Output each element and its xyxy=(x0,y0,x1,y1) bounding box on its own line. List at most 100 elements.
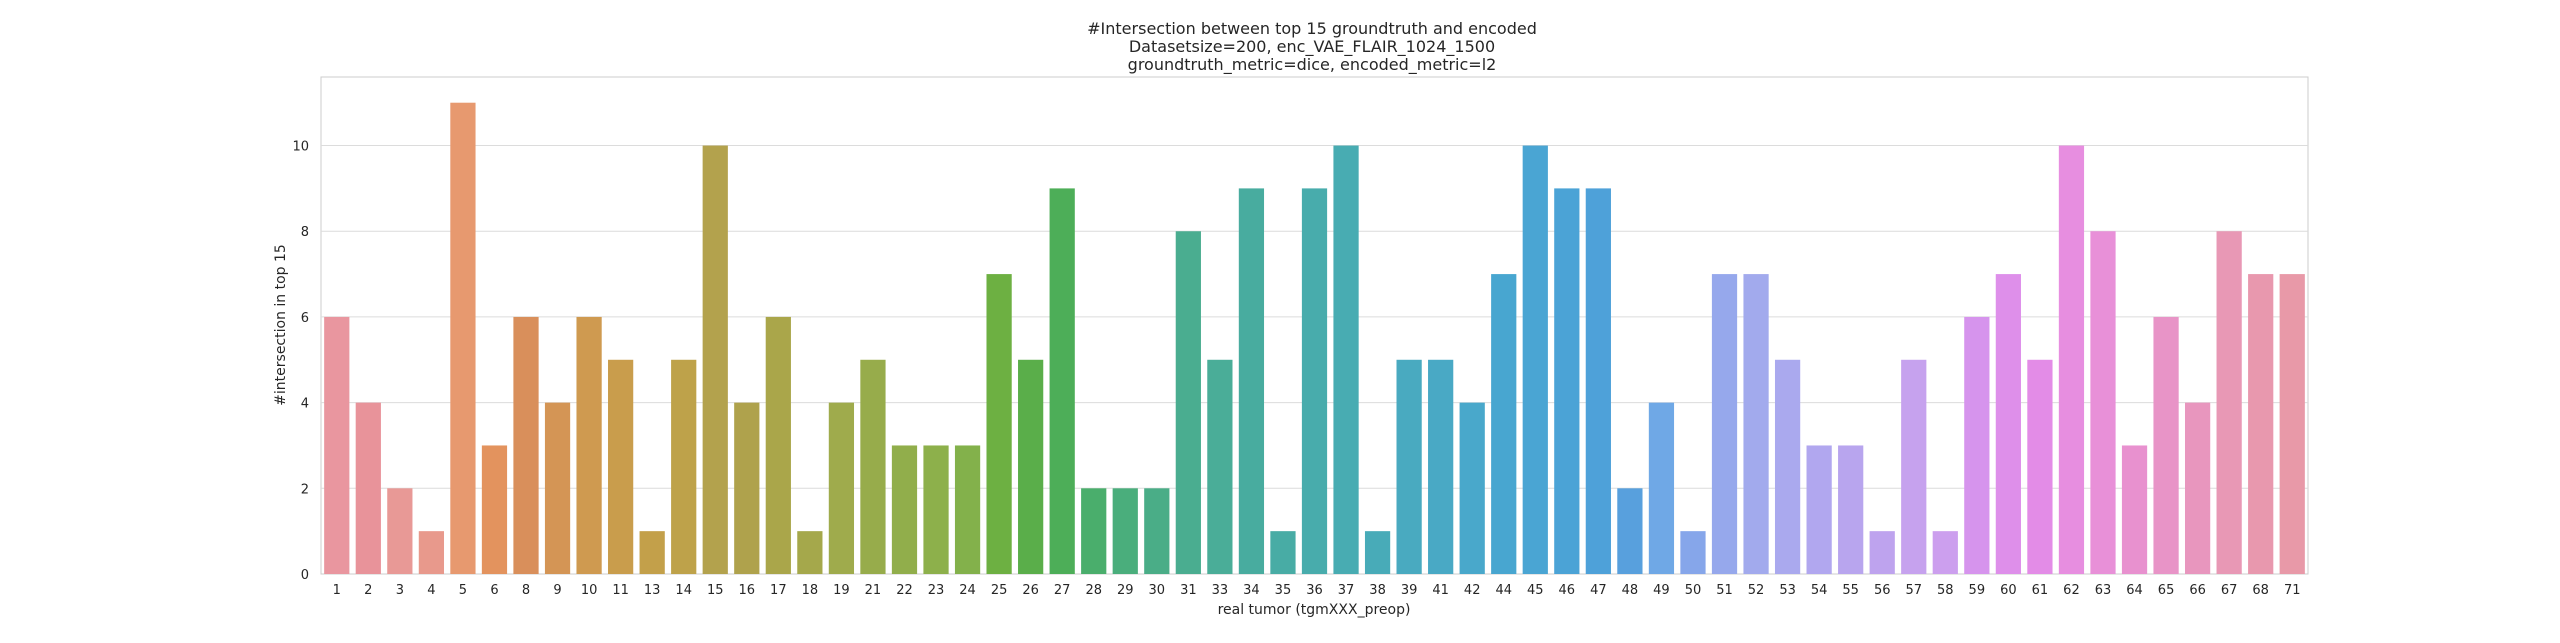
y-tick-labels: 0 2 4 6 8 10 xyxy=(292,140,309,583)
bar-48 xyxy=(1617,488,1643,574)
bar-64 xyxy=(2121,445,2148,574)
bars xyxy=(324,102,2305,574)
x-tick-label: 31 xyxy=(1180,583,1197,598)
bar-35 xyxy=(1270,531,1296,574)
x-tick-label: 25 xyxy=(991,583,1008,598)
bar-47 xyxy=(1585,188,1611,574)
x-tick-label: 5 xyxy=(459,583,467,598)
bar-66 xyxy=(2184,402,2211,574)
y-tick-label: 8 xyxy=(301,225,309,240)
x-tick-label: 28 xyxy=(1085,583,1102,598)
x-tick-label: 23 xyxy=(928,583,945,598)
bar-53 xyxy=(1774,359,1801,574)
x-tick-label: 9 xyxy=(553,583,561,598)
x-tick-label: 71 xyxy=(2284,583,2301,598)
bar-71 xyxy=(2279,274,2305,574)
x-tick-label: 6 xyxy=(490,583,498,598)
bar-46 xyxy=(1554,188,1580,574)
y-axis-label: #intersection in top 15 xyxy=(273,244,289,406)
x-tick-label: 50 xyxy=(1685,583,1702,598)
x-tick-label: 48 xyxy=(1622,583,1639,598)
bar-10 xyxy=(576,316,602,574)
bar-51 xyxy=(1711,274,1738,574)
x-tick-label: 8 xyxy=(522,583,530,598)
bar-3 xyxy=(387,488,413,574)
bar-45 xyxy=(1522,145,1548,574)
x-tick-label: 1 xyxy=(333,583,341,598)
bar-1 xyxy=(324,316,350,574)
y-tick-label: 6 xyxy=(301,311,309,326)
bar-14 xyxy=(671,359,697,574)
bar-17 xyxy=(765,316,791,574)
x-tick-label: 34 xyxy=(1243,583,1260,598)
bar-30 xyxy=(1144,488,1170,574)
bar-9 xyxy=(544,402,571,574)
bar-38 xyxy=(1364,531,1391,574)
bar-55 xyxy=(1838,445,1864,574)
bar-56 xyxy=(1869,531,1895,574)
bar-26 xyxy=(1018,359,1044,574)
x-tick-label: 49 xyxy=(1653,583,1670,598)
bar-61 xyxy=(2027,359,2053,574)
x-tick-label: 39 xyxy=(1401,583,1418,598)
bar-28 xyxy=(1081,488,1107,574)
x-tick-label: 55 xyxy=(1842,583,1859,598)
x-tick-label: 4 xyxy=(427,583,435,598)
bar-33 xyxy=(1207,359,1233,574)
x-tick-label: 51 xyxy=(1716,583,1733,598)
x-tick-label: 59 xyxy=(1969,583,1986,598)
x-tick-label: 46 xyxy=(1559,583,1576,598)
x-tick-label: 11 xyxy=(612,583,629,598)
x-tick-label: 30 xyxy=(1149,583,1166,598)
y-tick-label: 10 xyxy=(292,140,309,155)
x-tick-label: 58 xyxy=(1937,583,1954,598)
bar-36 xyxy=(1301,188,1328,574)
x-tick-label: 29 xyxy=(1117,583,1134,598)
x-tick-label: 64 xyxy=(2126,583,2143,598)
x-tick-label: 53 xyxy=(1779,583,1796,598)
x-tick-label: 67 xyxy=(2221,583,2238,598)
bar-41 xyxy=(1428,359,1454,574)
x-tick-label: 17 xyxy=(770,583,787,598)
bar-50 xyxy=(1680,531,1706,574)
bar-24 xyxy=(954,445,981,574)
x-tick-label: 68 xyxy=(2252,583,2269,598)
bar-5 xyxy=(450,102,476,574)
x-tick-label: 63 xyxy=(2095,583,2112,598)
x-tick-label: 65 xyxy=(2158,583,2175,598)
x-axis-label: real tumor (tgmXXX_preop) xyxy=(1218,602,1411,618)
x-tick-label: 57 xyxy=(1905,583,1922,598)
y-tick-label: 2 xyxy=(301,482,309,497)
x-tick-label: 24 xyxy=(959,583,976,598)
bar-62 xyxy=(2058,145,2085,574)
x-tick-label: 27 xyxy=(1054,583,1071,598)
bar-58 xyxy=(1932,531,1958,574)
bar-19 xyxy=(828,402,855,574)
x-tick-label: 38 xyxy=(1369,583,1386,598)
bar-21 xyxy=(860,359,886,574)
bar-54 xyxy=(1806,445,1832,574)
bar-8 xyxy=(513,316,539,574)
x-tick-label: 66 xyxy=(2189,583,2206,598)
bar-4 xyxy=(418,531,445,574)
x-tick-label: 42 xyxy=(1464,583,1481,598)
bar-11 xyxy=(608,359,634,574)
bar-22 xyxy=(891,445,918,574)
x-tick-label: 41 xyxy=(1432,583,1449,598)
x-tick-label: 45 xyxy=(1527,583,1544,598)
x-tick-label: 61 xyxy=(2032,583,2049,598)
x-tick-label: 18 xyxy=(802,583,819,598)
y-tick-label: 0 xyxy=(301,568,309,583)
chart-title-line-2: Datasetsize=200, enc_VAE_FLAIR_1024_1500 xyxy=(1129,37,1495,57)
x-tick-label: 35 xyxy=(1275,583,1292,598)
x-tick-label: 13 xyxy=(644,583,661,598)
bar-39 xyxy=(1396,359,1422,574)
x-tick-label: 36 xyxy=(1306,583,1323,598)
bar-6 xyxy=(481,445,508,574)
bar-59 xyxy=(1964,316,1990,574)
x-tick-label: 16 xyxy=(739,583,756,598)
bar-68 xyxy=(2248,274,2274,574)
bar-29 xyxy=(1112,488,1138,574)
bar-16 xyxy=(734,402,760,574)
